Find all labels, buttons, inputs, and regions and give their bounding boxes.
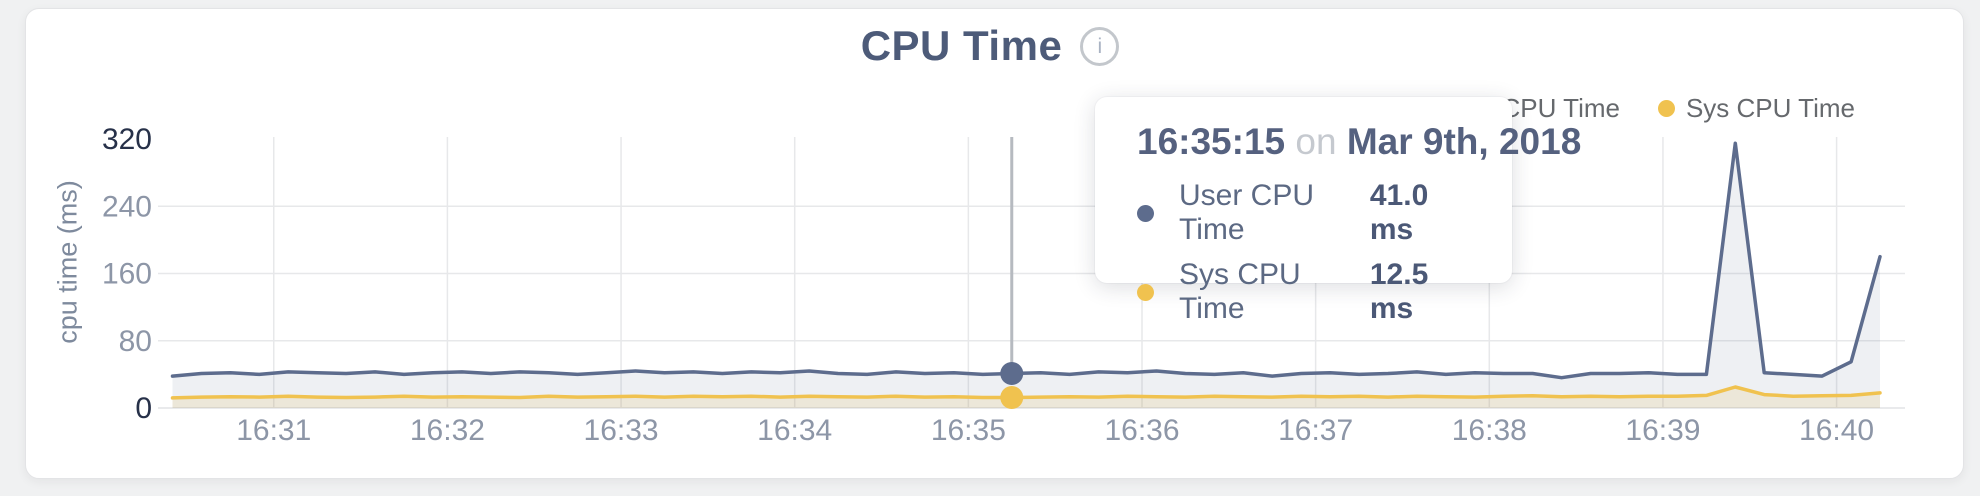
tooltip-time: 16:35:15 (1137, 121, 1286, 162)
tooltip-connector: on (1295, 121, 1337, 162)
sys-cpu-hover-dot (1000, 385, 1024, 409)
y-tick-label: 0 (135, 392, 152, 425)
sys-cpu-dot-icon (1137, 283, 1154, 301)
chart-header: CPU Time i (0, 22, 1980, 69)
tooltip-label: Sys CPU Time (1179, 258, 1301, 325)
tooltip-row-sys: Sys CPU Time 12.5 ms (1137, 258, 1476, 326)
plot-area[interactable] (158, 137, 1905, 408)
sys-cpu-legend-dot-icon (1657, 100, 1675, 117)
tooltip-label: User CPU Time (1179, 179, 1315, 246)
chart-card (25, 8, 1964, 479)
tooltip-value: 41.0 ms (1369, 179, 1429, 246)
user-cpu-hover-dot (1000, 362, 1024, 386)
tooltip-row-user: User CPU Time 41.0 ms (1137, 179, 1476, 247)
x-tick-label: 16:35 (931, 414, 1006, 447)
hover-tooltip: 16:35:15 on Mar 9th, 2018 User CPU Time … (1095, 97, 1581, 325)
y-tick-label: 80 (119, 325, 152, 358)
x-tick-label: 16:31 (236, 414, 311, 447)
x-tick-label: 16:33 (584, 414, 659, 447)
tooltip-heading: 16:35:15 on Mar 9th, 2018 (1137, 121, 1581, 163)
info-icon[interactable]: i (1080, 26, 1120, 66)
y-tick-label: 320 (102, 123, 152, 156)
tooltip-date: Mar 9th, 2018 (1346, 121, 1582, 162)
legend-label: Sys CPU Time (1685, 93, 1855, 123)
legend-item-sys-cpu-time[interactable]: Sys CPU Time (1657, 93, 1855, 124)
x-tick-label: 16:34 (757, 414, 832, 447)
x-tick-label: 16:32 (410, 414, 485, 447)
user-cpu-dot-icon (1137, 204, 1154, 222)
x-tick-label: 16:37 (1278, 414, 1353, 447)
chart-title: CPU Time (860, 22, 1063, 69)
user-cpu-area (172, 143, 1880, 408)
tooltip-value: 12.5 ms (1369, 258, 1429, 325)
x-tick-label: 16:40 (1799, 414, 1874, 447)
x-tick-label: 16:39 (1625, 414, 1700, 447)
sys-cpu-line (170, 385, 1882, 400)
user-cpu-line (170, 141, 1882, 380)
y-tick-label: 240 (102, 190, 152, 223)
x-tick-label: 16:38 (1452, 414, 1527, 447)
y-tick-label: 160 (102, 258, 152, 291)
x-tick-label: 16:36 (1104, 414, 1179, 447)
